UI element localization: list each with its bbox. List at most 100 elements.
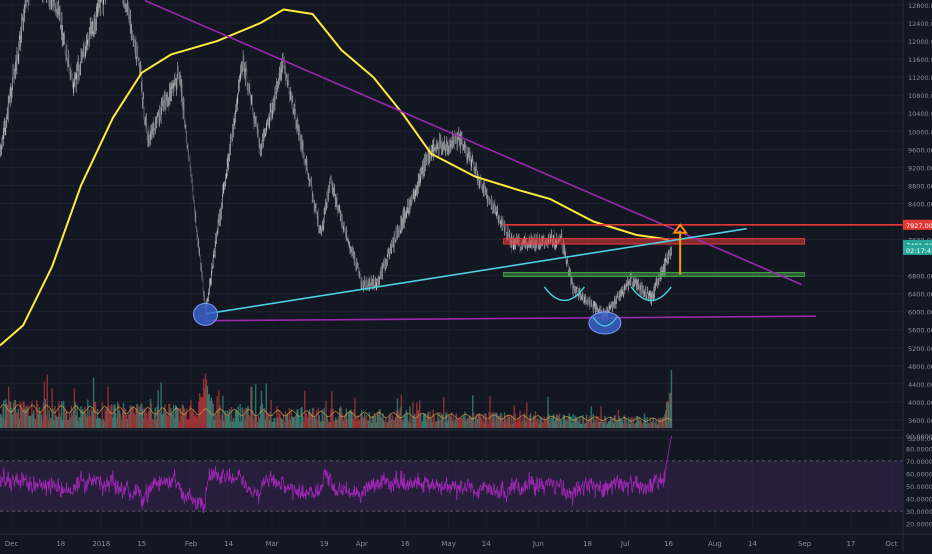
volume-bar — [85, 413, 87, 428]
volume-bar — [30, 415, 32, 428]
volume-bar — [529, 413, 532, 428]
volume-bar — [602, 421, 604, 428]
volume-bar — [316, 420, 319, 428]
volume-bar — [636, 416, 638, 428]
volume-bar — [505, 420, 508, 428]
volume-bar — [65, 411, 68, 428]
volume-bar — [581, 424, 583, 428]
volume-bar — [343, 416, 346, 428]
volume-bar — [386, 421, 388, 428]
pivot-circle[interactable] — [588, 311, 622, 335]
volume-bar — [500, 412, 502, 428]
drawings[interactable] — [144, 0, 903, 335]
volume-bar — [27, 404, 29, 428]
volume-bar — [417, 410, 419, 428]
volume-bar — [573, 418, 575, 428]
volume-bar — [497, 418, 499, 428]
volume-bar — [125, 414, 128, 428]
volume-bar — [227, 415, 230, 428]
volume-bar — [292, 416, 294, 428]
volume-bar — [353, 409, 355, 428]
volume-bar — [448, 414, 451, 428]
volume-bar — [603, 422, 605, 428]
volume-bar — [493, 413, 495, 428]
rsi-panel — [0, 429, 932, 514]
volume-bar — [315, 410, 318, 428]
volume-bar — [440, 420, 442, 428]
volume-bar — [370, 422, 373, 428]
volume-bar — [115, 413, 117, 428]
volume-bar — [36, 404, 39, 428]
volume-bar — [147, 411, 150, 428]
volume-bar — [536, 417, 539, 428]
head-arc[interactable] — [592, 316, 618, 327]
trendline[interactable] — [205, 315, 817, 322]
volume-bar — [214, 414, 216, 428]
volume-bar — [357, 415, 359, 428]
time-tick-label: 18 — [56, 540, 65, 548]
volume-bar — [599, 421, 601, 428]
volume-bar — [557, 415, 560, 428]
target-arrow-head[interactable] — [672, 223, 688, 234]
trendline[interactable] — [205, 227, 747, 315]
volume-bar — [325, 400, 327, 428]
volume-bar — [420, 421, 423, 428]
volume-bar — [391, 415, 394, 428]
volume-bar — [397, 410, 400, 428]
volume-bar — [473, 422, 476, 428]
volume-bar — [53, 420, 55, 428]
volume-bar — [225, 410, 227, 428]
volume-bar — [513, 405, 515, 428]
rsi-tick-label: 80.0000 — [906, 445, 932, 453]
volume-bar — [29, 415, 31, 428]
pivot-circle[interactable] — [192, 302, 218, 326]
volume-bar — [197, 415, 199, 428]
volume-bar — [572, 414, 574, 428]
shoulder-arc[interactable] — [543, 286, 585, 302]
volume-bar — [668, 392, 671, 428]
volume-bar — [495, 412, 497, 428]
price-tick-label: 4800.00 — [908, 363, 932, 371]
price-tick-label: 6400.00 — [908, 291, 932, 299]
volume-bar — [389, 414, 391, 428]
volume-bar — [430, 418, 432, 428]
volume-bar — [182, 405, 185, 428]
volume-bar — [517, 417, 519, 428]
volume-bar — [9, 401, 12, 428]
price-tick-label: 5200.00 — [908, 345, 932, 353]
volume-bar — [187, 419, 189, 428]
volume-bar — [651, 422, 653, 428]
volume-bar — [129, 405, 131, 428]
shoulder-arc[interactable] — [630, 286, 672, 302]
time-tick-label: 16 — [664, 540, 673, 548]
volume-bar — [114, 404, 116, 428]
volume-bar — [221, 414, 223, 428]
volume-bar — [588, 415, 591, 428]
volume-bar — [175, 406, 178, 428]
volume-bar — [523, 412, 525, 428]
time-tick-label: 16 — [401, 540, 410, 548]
volume-bar — [637, 420, 640, 428]
volume-bar — [366, 420, 369, 428]
volume-bar — [619, 419, 622, 428]
price-zone[interactable] — [503, 271, 806, 278]
volume-bar — [515, 421, 517, 428]
volume-bar — [83, 413, 85, 428]
rsi-tick-label: 90.0000 — [906, 433, 932, 441]
volume-bar — [212, 403, 214, 428]
volume-bar — [371, 416, 374, 428]
volume-bar — [15, 412, 18, 428]
volume-bar — [48, 409, 50, 428]
volume-bar — [110, 405, 112, 428]
volume-bar — [596, 422, 598, 428]
volume-bar — [224, 411, 226, 428]
volume-bar — [143, 418, 145, 428]
volume-bar — [217, 410, 219, 428]
volume-bar — [122, 402, 125, 428]
volume-bar — [472, 395, 474, 428]
volume-bar — [234, 411, 237, 428]
volume-bar — [86, 416, 88, 428]
